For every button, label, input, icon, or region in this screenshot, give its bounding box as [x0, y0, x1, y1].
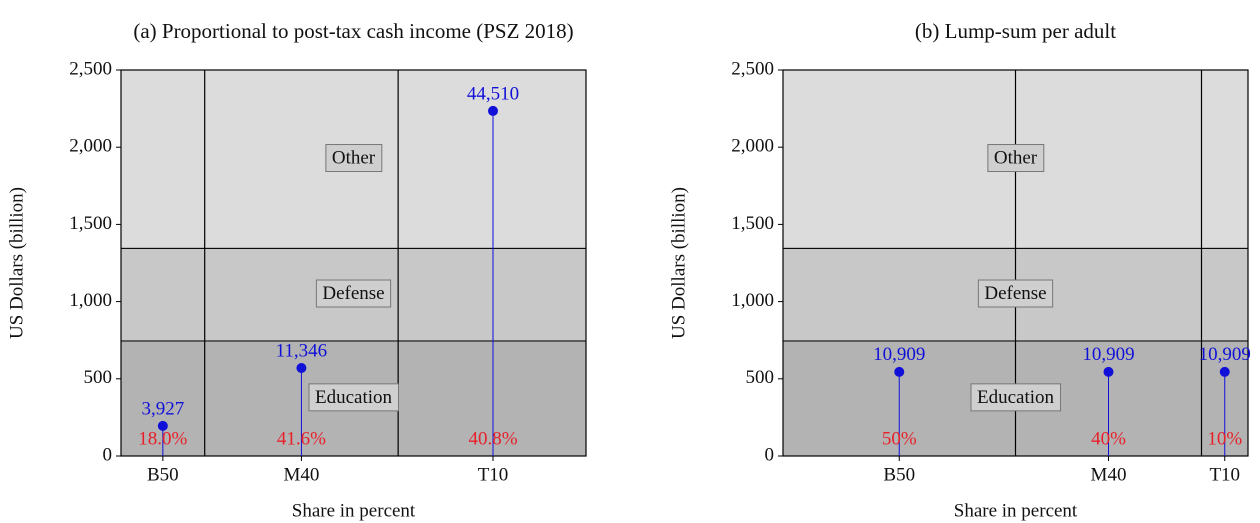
y-tick-label: 500 — [746, 367, 775, 388]
y-tick-label: 2,000 — [69, 136, 112, 157]
per-adult-label: 10,909 — [1082, 344, 1134, 365]
x-tick-label: T10 — [478, 464, 509, 485]
y-tick-label: 1,500 — [731, 213, 774, 234]
panel-title: (a) Proportional to post-tax cash income… — [133, 19, 573, 43]
y-tick-label: 500 — [84, 367, 113, 388]
stem-dot — [1219, 366, 1230, 377]
stem-dot — [296, 362, 307, 373]
share-label: 18.0% — [138, 428, 187, 449]
y-axis-label: US Dollars (billion) — [6, 187, 27, 339]
per-adult-label: 10,909 — [873, 344, 925, 365]
band-label-box: Education — [308, 383, 400, 412]
per-adult-label: 44,510 — [467, 83, 519, 104]
y-axis-label: US Dollars (billion) — [668, 187, 689, 339]
band-label-bg — [977, 279, 1054, 308]
x-axis-label: Share in percent — [292, 500, 416, 521]
x-tick-label: M40 — [1091, 464, 1127, 485]
band-label: Education — [315, 387, 393, 408]
y-tick-label: 1,000 — [731, 290, 774, 311]
plot-frame — [120, 69, 587, 457]
y-tick-label: 1,000 — [69, 290, 112, 311]
band-label: Other — [994, 148, 1038, 169]
x-tick-label: B50 — [883, 464, 915, 485]
band-label-box: Education — [970, 383, 1062, 412]
y-tick-label: 2,500 — [69, 58, 112, 79]
band-label-bg — [315, 279, 392, 308]
per-adult-label: 11,346 — [276, 340, 328, 361]
share-label: 50% — [882, 428, 917, 449]
y-tick-label: 2,000 — [731, 136, 774, 157]
x-axis-label: Share in percent — [954, 500, 1078, 521]
plot-frame — [782, 69, 1249, 457]
band-label-box: Defense — [977, 279, 1054, 308]
x-tick-label: T10 — [1209, 464, 1240, 485]
band-label: Defense — [322, 283, 384, 304]
x-tick-label: M40 — [283, 464, 319, 485]
band-label-box: Other — [987, 144, 1045, 173]
share-label: 10% — [1207, 428, 1242, 449]
band-label-box: Defense — [315, 279, 392, 308]
stem-dot — [488, 105, 498, 116]
stem-dot — [1103, 366, 1114, 377]
share-label: 40% — [1091, 428, 1126, 449]
share-label: 41.6% — [277, 428, 326, 449]
share-label: 40.8% — [468, 428, 517, 449]
band-label: Other — [332, 148, 376, 169]
stem-dot — [157, 420, 168, 431]
y-tick-label: 2,500 — [731, 58, 774, 79]
band-label: Defense — [984, 283, 1046, 304]
y-tick-label: 0 — [103, 444, 113, 465]
band-label-bg — [970, 383, 1062, 412]
x-tick-label: B50 — [147, 464, 179, 485]
band-label-bg — [325, 144, 383, 173]
band-label-bg — [308, 383, 400, 412]
band-label-bg — [987, 144, 1045, 173]
per-adult-label: 10,909 — [1199, 344, 1251, 365]
panel-title: (b) Lump-sum per adult — [915, 19, 1116, 43]
band-label: Education — [977, 387, 1055, 408]
y-tick-label: 0 — [765, 444, 775, 465]
y-tick-label: 1,500 — [69, 213, 112, 234]
stem-dot — [894, 366, 905, 377]
per-adult-label: 3,927 — [141, 398, 184, 419]
band-label-box: Other — [325, 144, 383, 173]
